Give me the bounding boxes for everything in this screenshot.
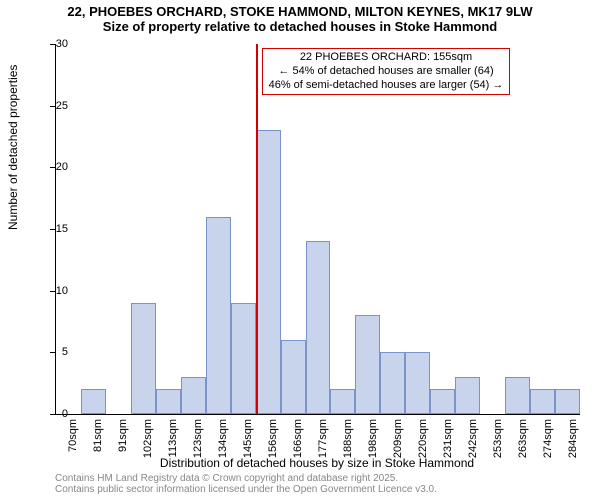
histogram-bar	[306, 241, 331, 414]
x-tick-label: 274sqm	[542, 419, 554, 469]
x-tick-label: 81sqm	[92, 419, 104, 469]
marker-line	[256, 44, 258, 414]
x-tick-label: 263sqm	[517, 419, 529, 469]
annotation-line: 22 PHOEBES ORCHARD: 155sqm	[269, 51, 504, 65]
x-tick-label: 70sqm	[67, 419, 79, 469]
annotation-line: 46% of semi-detached houses are larger (…	[269, 79, 504, 93]
x-tick-label: 177sqm	[317, 419, 329, 469]
x-tick-label: 231sqm	[442, 419, 454, 469]
y-tick-label: 25	[56, 100, 68, 112]
histogram-bar	[555, 389, 580, 414]
y-tick	[50, 414, 55, 415]
histogram-bar	[455, 377, 480, 414]
histogram-bar	[231, 303, 256, 414]
y-tick-label: 20	[56, 161, 68, 173]
x-tick-label: 102sqm	[142, 419, 154, 469]
y-tick-label: 30	[56, 38, 68, 50]
plot-area: 22 PHOEBES ORCHARD: 155sqm← 54% of detac…	[55, 44, 580, 415]
y-tick	[50, 352, 55, 353]
footnote-line: Contains HM Land Registry data © Crown c…	[55, 473, 579, 484]
y-tick	[50, 229, 55, 230]
x-tick-label: 242sqm	[467, 419, 479, 469]
footnote-line: Contains public sector information licen…	[55, 484, 579, 495]
x-tick-label: 166sqm	[292, 419, 304, 469]
y-tick	[50, 167, 55, 168]
histogram-bar	[405, 352, 430, 414]
histogram-bar	[330, 389, 355, 414]
histogram-bar	[505, 377, 530, 414]
histogram-bar	[181, 377, 206, 414]
chart-title-sub: Size of property relative to detached ho…	[0, 19, 600, 34]
x-tick-label: 156sqm	[267, 419, 279, 469]
x-tick-label: 209sqm	[392, 419, 404, 469]
x-tick-label: 145sqm	[242, 419, 254, 469]
x-tick-label: 284sqm	[567, 419, 579, 469]
x-tick-label: 123sqm	[192, 419, 204, 469]
histogram-bar	[430, 389, 455, 414]
x-tick-label: 198sqm	[367, 419, 379, 469]
x-tick-label: 91sqm	[117, 419, 129, 469]
histogram-bar	[81, 389, 106, 414]
x-tick-label: 253sqm	[492, 419, 504, 469]
y-tick-label: 5	[62, 346, 68, 358]
y-tick-label: 10	[56, 285, 68, 297]
annotation-box: 22 PHOEBES ORCHARD: 155sqm← 54% of detac…	[262, 48, 511, 95]
x-tick-label: 188sqm	[342, 419, 354, 469]
y-tick	[50, 291, 55, 292]
x-tick-label: 220sqm	[417, 419, 429, 469]
y-tick	[50, 106, 55, 107]
histogram-bar	[206, 217, 231, 414]
chart-title-main: 22, PHOEBES ORCHARD, STOKE HAMMOND, MILT…	[0, 0, 600, 19]
histogram-bar	[131, 303, 156, 414]
footnote: Contains HM Land Registry data © Crown c…	[55, 473, 579, 495]
y-tick-label: 15	[56, 223, 68, 235]
annotation-line: ← 54% of detached houses are smaller (64…	[269, 65, 504, 79]
histogram-bar	[156, 389, 181, 414]
histogram-bar	[380, 352, 405, 414]
histogram-bar	[530, 389, 555, 414]
histogram-bar	[256, 130, 281, 414]
y-axis-label: Number of detached properties	[6, 65, 20, 230]
y-tick	[50, 44, 55, 45]
histogram-bar	[355, 315, 380, 414]
x-tick-label: 134sqm	[217, 419, 229, 469]
histogram-bar	[281, 340, 306, 414]
x-tick-label: 113sqm	[167, 419, 179, 469]
